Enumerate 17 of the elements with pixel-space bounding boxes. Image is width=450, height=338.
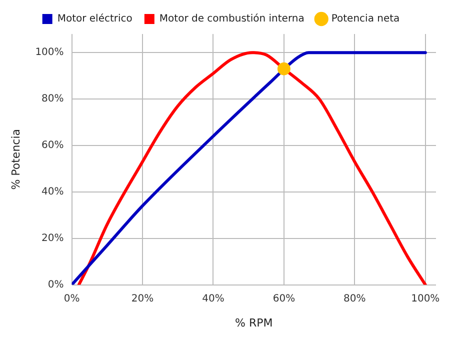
y-tick-label: 100% — [35, 47, 64, 58]
x-tick-label: 80% — [344, 293, 366, 304]
y-tick-label: 60% — [42, 140, 64, 152]
legend-label: Motor de combustión interna — [159, 14, 304, 25]
y-axis-title: % Potencia — [9, 128, 22, 190]
x-tick-label: 100% — [411, 293, 440, 304]
x-tick-label: 0% — [64, 293, 80, 304]
y-tick-label: 40% — [42, 186, 64, 198]
y-tick-label: 20% — [42, 232, 64, 244]
y-tick-label: 0% — [48, 279, 64, 290]
x-tick-label: 20% — [131, 293, 154, 304]
x-tick-label: 60% — [272, 293, 296, 304]
legend-label: Motor eléctrico — [57, 14, 132, 25]
x-axis-title: % RPM — [235, 316, 273, 330]
y-tick-label: 80% — [42, 94, 64, 105]
x-tick-label: 40% — [202, 293, 224, 304]
legend-label: Potencia neta — [331, 14, 400, 25]
